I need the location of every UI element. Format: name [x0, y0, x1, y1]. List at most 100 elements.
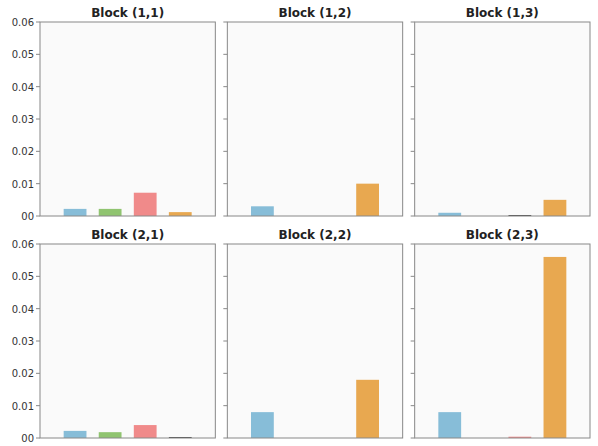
y-tick	[36, 183, 40, 184]
y-tick	[223, 86, 227, 87]
bar	[544, 200, 567, 216]
y-tick	[36, 405, 40, 406]
y-tick-label: 0.05	[12, 271, 34, 282]
y-tick	[223, 216, 227, 217]
y-tick	[36, 22, 40, 23]
y-tick	[36, 438, 40, 439]
y-tick	[223, 54, 227, 55]
y-tick	[411, 54, 415, 55]
y-tick	[36, 244, 40, 245]
y-tick-label: 00	[21, 433, 34, 444]
y-tick-label: 00	[21, 211, 34, 222]
y-tick	[223, 341, 227, 342]
bar	[356, 380, 379, 438]
y-tick	[223, 22, 227, 23]
y-tick-label: 0.01	[12, 179, 34, 190]
panel-title: Block (2,1)	[91, 228, 164, 242]
y-tick	[223, 244, 227, 245]
y-tick	[411, 151, 415, 152]
y-tick	[411, 308, 415, 309]
plot-background	[40, 22, 215, 216]
panel: Block (1,3)	[411, 6, 590, 216]
bar	[544, 257, 567, 438]
y-tick	[411, 22, 415, 23]
y-tick	[411, 276, 415, 277]
y-tick	[36, 341, 40, 342]
y-tick	[36, 373, 40, 374]
bars	[438, 257, 566, 438]
y-tick	[411, 244, 415, 245]
y-tick	[411, 438, 415, 439]
y-tick	[223, 276, 227, 277]
y-tick	[36, 276, 40, 277]
y-tick	[411, 405, 415, 406]
y-tick-label: 0.06	[12, 239, 34, 250]
chart-figure: Block (1,1)000.010.020.030.040.050.06Blo…	[0, 0, 598, 446]
y-tick-label: 0.03	[12, 336, 34, 347]
bar	[99, 209, 122, 216]
y-tick-label: 0.06	[12, 17, 34, 28]
plot-background	[415, 244, 590, 438]
plot-frame	[415, 244, 590, 438]
bar	[356, 184, 379, 216]
plot-frame	[415, 22, 590, 216]
y-tick	[36, 216, 40, 217]
plot-background	[40, 244, 215, 438]
panel: Block (2,3)	[411, 228, 590, 438]
y-tick	[411, 373, 415, 374]
plot-background	[227, 244, 402, 438]
bar	[99, 432, 122, 438]
y-tick	[411, 86, 415, 87]
y-tick-label: 0.04	[12, 304, 34, 315]
plot-frame	[40, 22, 215, 216]
y-tick	[411, 183, 415, 184]
panel-title: Block (1,1)	[91, 6, 164, 20]
panel-title: Block (1,2)	[278, 6, 351, 20]
panel: Block (1,2)	[223, 6, 402, 216]
y-tick-label: 0.01	[12, 401, 34, 412]
bar	[64, 431, 87, 438]
panel: Block (2,2)	[223, 228, 402, 438]
bar	[169, 212, 192, 216]
y-tick	[36, 54, 40, 55]
bar	[438, 412, 461, 438]
plot-background	[415, 22, 590, 216]
panel-title: Block (2,3)	[466, 228, 539, 242]
y-tick	[223, 308, 227, 309]
panel-title: Block (2,2)	[278, 228, 351, 242]
y-tick	[223, 405, 227, 406]
y-tick	[36, 151, 40, 152]
plot-frame	[40, 244, 215, 438]
bar	[134, 425, 157, 438]
plot-background	[227, 22, 402, 216]
y-tick-label: 0.02	[12, 368, 34, 379]
bar	[251, 206, 274, 216]
bar	[64, 209, 87, 216]
y-tick	[36, 119, 40, 120]
bar	[251, 412, 274, 438]
plot-frame	[227, 22, 402, 216]
y-tick	[223, 373, 227, 374]
y-tick	[36, 86, 40, 87]
y-tick-label: 0.02	[12, 146, 34, 157]
y-tick	[223, 438, 227, 439]
y-tick	[411, 216, 415, 217]
y-tick	[223, 119, 227, 120]
bars	[438, 200, 566, 216]
y-tick	[411, 119, 415, 120]
panel: Block (1,1) 00 0.01 0.02 0.03 0.04 0.05 0.06	[12, 6, 216, 222]
y-tick-label: 0.03	[12, 114, 34, 125]
bars	[64, 425, 192, 438]
bar	[134, 193, 157, 216]
y-tick	[36, 308, 40, 309]
y-tick	[411, 341, 415, 342]
y-tick-label: 0.04	[12, 82, 34, 93]
panel-title: Block (1,3)	[466, 6, 539, 20]
y-tick	[223, 183, 227, 184]
y-tick-label: 0.05	[12, 49, 34, 60]
bars	[251, 380, 379, 438]
plot-frame	[227, 244, 402, 438]
panel: Block (2,1) 00 0.01 0.02 0.03 0.04 0.05 0.06	[12, 228, 216, 444]
bars	[251, 184, 379, 216]
bars	[64, 193, 192, 216]
